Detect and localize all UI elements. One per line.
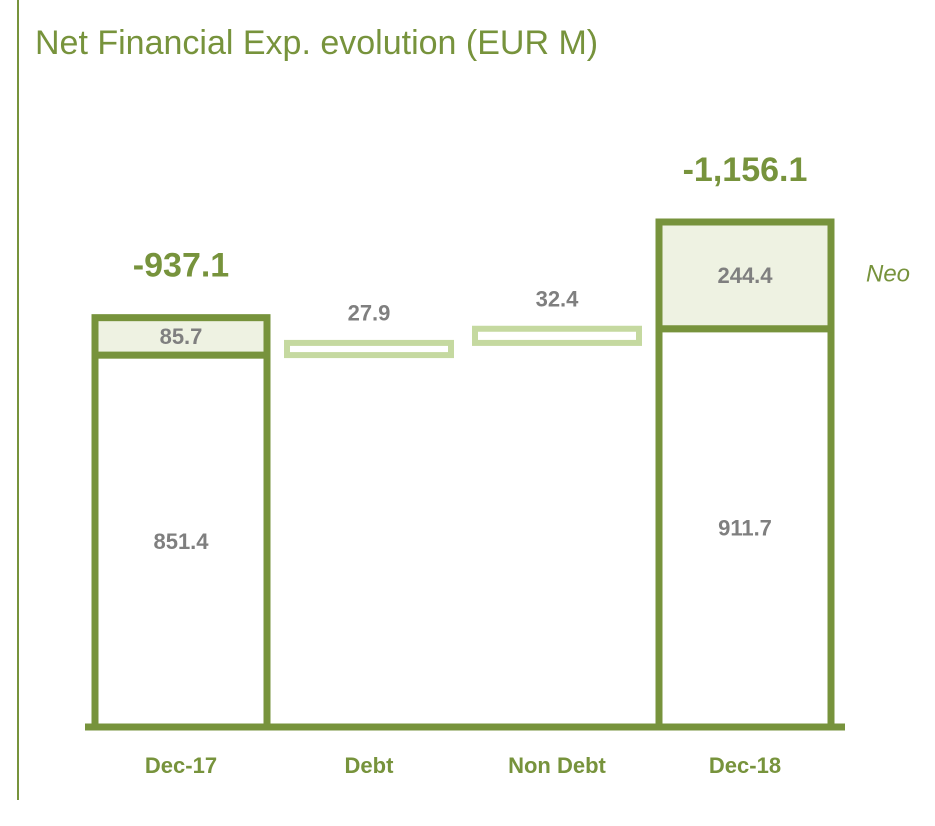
change-bar	[472, 325, 642, 346]
series-label: Neo	[866, 261, 910, 288]
value-label: 851.4	[153, 529, 209, 554]
bar-segment	[91, 314, 271, 359]
total-label: -937.1	[133, 247, 229, 285]
total-label: -1,156.1	[683, 151, 808, 189]
x-tick-label: Non Debt	[508, 753, 606, 778]
change-bar	[284, 339, 454, 359]
value-label: 244.4	[717, 263, 773, 288]
chart-title: Net Financial Exp. evolution (EUR M)	[35, 24, 598, 62]
value-label: 911.7	[718, 516, 772, 541]
x-tick-label: Dec-17	[145, 753, 217, 778]
bar-segment	[655, 218, 835, 333]
x-tick-label: Dec-18	[709, 753, 781, 778]
x-tick-label: Debt	[345, 753, 395, 778]
value-label: 27.9	[348, 301, 391, 326]
value-label: 32.4	[536, 287, 580, 312]
value-label: 85.7	[160, 324, 203, 349]
